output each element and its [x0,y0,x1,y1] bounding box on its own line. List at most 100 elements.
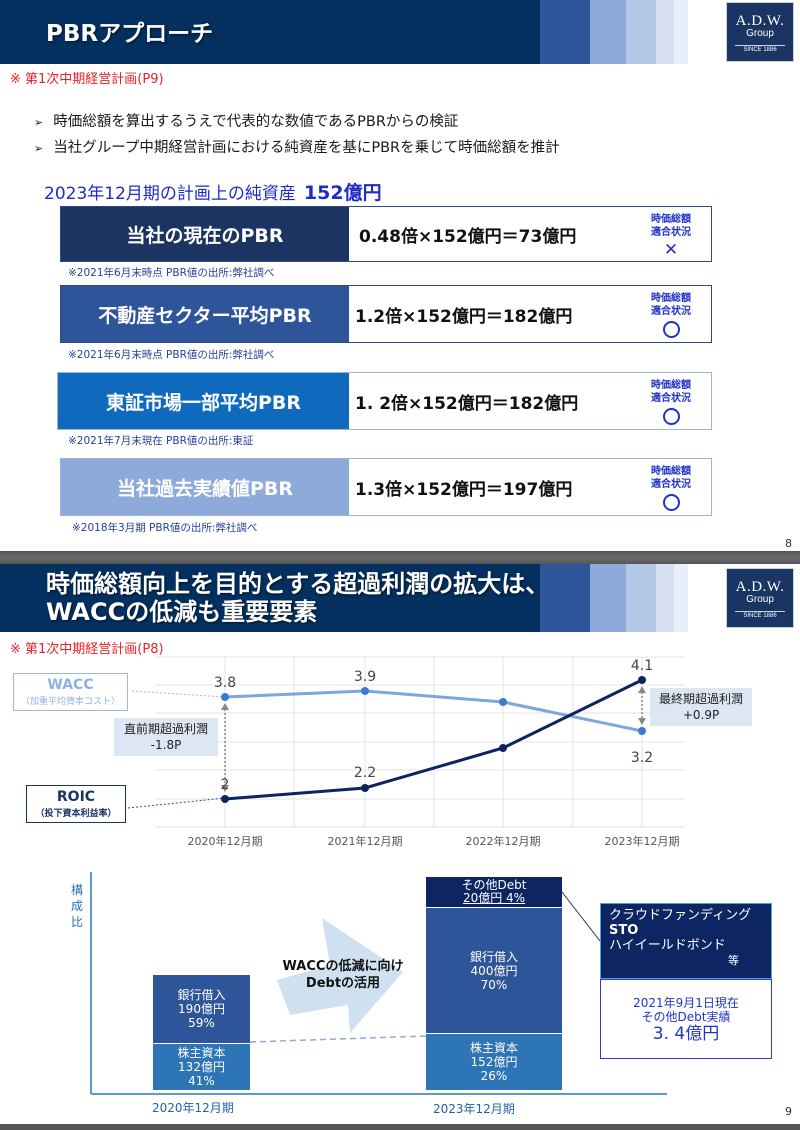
bar-2020-bank-loan: 銀行借入 190億円 59% [153,975,250,1043]
pbr-row: 不動産セクター平均PBR 1.2倍×152億円＝182億円 時価総額 適合状況 [60,285,712,343]
segment-label: その他Debt [461,878,527,892]
segment-pct: 41% [188,1074,215,1088]
logo-subtext: Group [746,28,774,39]
other-debt-types-box: クラウドファンディング STO ハイイールドボンド 等 [600,903,772,979]
plan-reference: ※ 第1次中期経営計画(P9) [10,72,164,87]
debt-type: クラウドファンディング [609,908,752,923]
header-stripe [590,564,626,632]
fit-label: 適合状況 [651,479,691,490]
slide-header: 時価総額向上を目的とする超過利潤の拡大は、 WACCの低減も重要要素 A.D.W… [0,564,800,632]
header-stripe [540,0,590,64]
pbr-row-note: ※2021年6月末時点 PBR値の出所:弊社調べ [68,267,275,279]
debt-arrow-text: WACCの低減に向け Debtの活用 [268,958,418,992]
slide-title: PBRアプローチ [46,21,214,47]
x-axis-label: 2023年12月期 [604,835,680,848]
bar-category-label: 2020年12月期 [152,1101,234,1115]
fit-label: 時価総額 [651,214,691,225]
segment-pct: 26% [480,1069,508,1083]
fit-label: 時価総額 [651,466,691,477]
page-number: 8 [785,537,792,550]
legend-roic: ROIC （投下資本利益率） [26,785,126,823]
actual-value: 3. 4億円 [652,1024,720,1044]
circle-icon [662,494,680,511]
fit-status: 時価総額 適合状況 [643,465,699,515]
header-band [0,564,540,632]
logo-text: A.D.W. [735,579,785,595]
header-stripe [656,0,674,64]
segment-label: 株主資本 [469,1041,518,1055]
segment-label: 銀行借入 [177,988,226,1002]
logo-subtext: Group [746,594,774,605]
header-band [0,0,540,64]
fit-status: 時価総額 適合状況 ✕ [643,213,699,260]
title-line: 時価総額向上を目的とする超過利潤の拡大は、 [46,570,550,598]
actual-date: 2021年9月1日現在 [633,996,739,1010]
bar-2020-equity: 株主資本 132億円 41% [153,1044,250,1090]
circle-icon [662,408,680,425]
slide-title: 時価総額向上を目的とする超過利潤の拡大は、 WACCの低減も重要要素 [46,570,549,626]
header-stripe [626,564,656,632]
header-stripe [656,564,674,632]
header-stripe [590,0,626,64]
segment-pct: 59% [188,1016,215,1030]
bullet-item: ➢ 当社グループ中期経営計画における純資産を基にPBRを乗じて時価総額を推計 [34,136,560,157]
circle-icon [662,321,680,338]
arrow-text: WACCの低減に向け [282,959,404,974]
fit-label: 時価総額 [651,380,691,391]
pbr-row-calc: 1.2倍×152億円＝182億円 [355,306,573,327]
logo-text: A.D.W. [735,13,785,29]
logo-since: SINCE 1886 [735,611,785,619]
header-stripe [674,0,688,64]
pbr-row-note: ※2021年7月末現在 PBR値の出所:東証 [68,435,254,447]
legend-wacc: WACC （加重平均資本コスト） [13,673,128,711]
fit-status: 時価総額 適合状況 [643,292,699,342]
svg-text:2.2: 2.2 [354,765,376,781]
fit-status: 時価総額 適合状況 [643,379,699,429]
capital-structure-chart [90,872,667,1095]
svg-text:3.2: 3.2 [631,750,653,766]
logo-since: SINCE 1886 [735,45,785,53]
svg-text:3.8: 3.8 [214,675,236,691]
fit-label: 適合状況 [651,306,691,317]
pbr-row-note: ※2018年3月期 PBR値の出所:弊社調べ [72,522,258,534]
slide-header: PBRアプローチ A.D.W. Group SINCE 1886 [0,0,800,64]
legend-wacc-name: WACC [47,677,94,693]
header-stripe [626,0,656,64]
svg-text:4.1: 4.1 [631,658,653,674]
debt-type: STO [609,923,639,938]
segment-amount: 132億円 [178,1060,225,1074]
pbr-row-label: 当社の現在のPBR [61,207,349,261]
header-stripe [540,564,590,632]
bullet-text: 時価総額を算出するうえで代表的な数値であるPBRからの検証 [53,114,459,130]
segment-label: 株主資本 [177,1046,226,1060]
y-axis-label: 構成比 [70,883,83,929]
callout-text: 直前期超過利潤 [123,722,208,736]
slide-divider [0,551,800,564]
other-debt-actual-box: 2021年9月1日現在 その他Debt実績 3. 4億円 [600,979,772,1059]
page-number: 9 [785,1105,792,1118]
pbr-row-label: 東証市場一部平均PBR [58,373,349,429]
x-axis-label: 2022年12月期 [465,835,541,848]
legend-roic-name: ROIC [56,789,96,805]
actual-desc: その他Debt実績 [641,1010,731,1024]
fit-label: 適合状況 [651,227,691,238]
pbr-row-label: 当社過去実績値PBR [61,459,349,515]
arrow-bullet-icon: ➢ [34,116,44,129]
cross-icon: ✕ [663,240,679,260]
bar-2023-equity: 株主資本 152億円 26% [426,1034,562,1090]
callout-previous-excess-profit: 直前期超過利潤 -1.8P [114,718,218,756]
debt-type-suffix: 等 [728,954,739,967]
pbr-row-label: 不動産セクター平均PBR [61,286,349,342]
segment-label: 銀行借入 [469,949,518,964]
header-stripe [674,564,688,632]
pbr-row-note: ※2021年6月末時点 PBR値の出所:弊社調べ [68,349,275,361]
segment-amount: 190億円 [178,1002,225,1016]
callout-text: 最終期超過利潤 [658,692,743,706]
bottom-border [0,1124,800,1130]
net-assets-heading: 2023年12月期の計画上の純資産 152億円 [44,178,382,205]
pbr-row: 当社過去実績値PBR 1.3倍×152億円＝197億円 時価総額 適合状況 [60,458,712,516]
segment-amount: 152億円 [470,1055,518,1069]
net-assets-label: 2023年12月期の計画上の純資産 [44,184,296,204]
legend-roic-sub: （投下資本利益率） [35,809,117,819]
x-axis-label: 2020年12月期 [187,835,263,848]
